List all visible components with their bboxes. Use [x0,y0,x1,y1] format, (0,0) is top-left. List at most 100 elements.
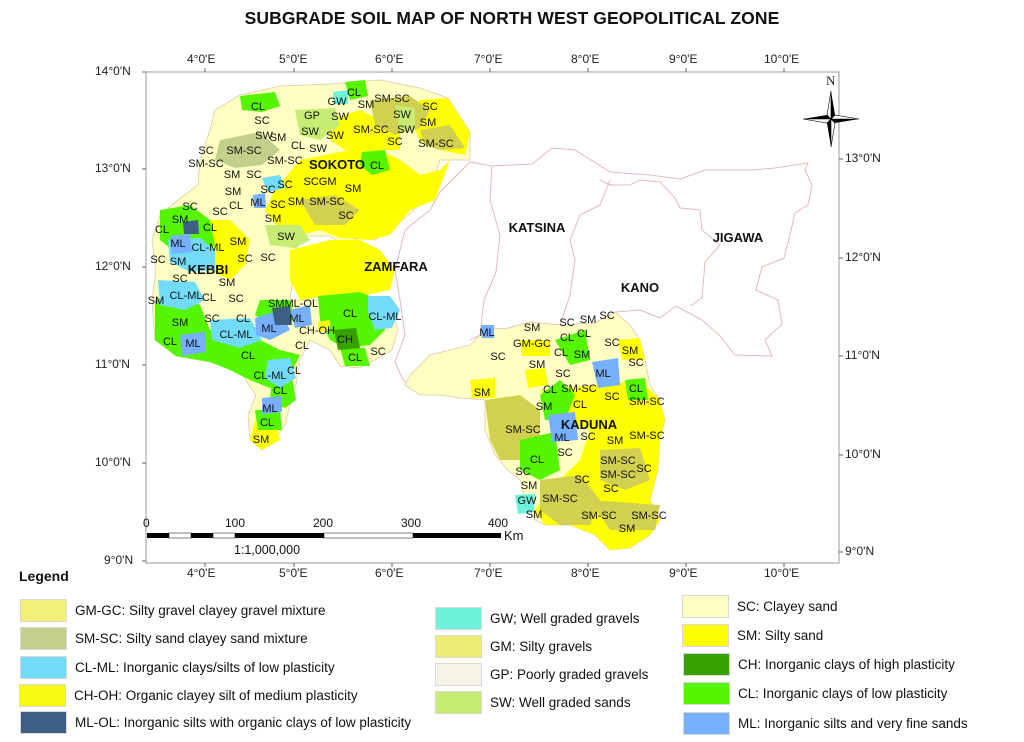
soil-code-label: SM-SC [600,469,636,481]
state-label: JIGAWA [713,230,764,245]
axis-ticks [142,68,843,567]
soil-code-label: CL [273,385,287,397]
soil-code-label: GW [518,495,538,507]
lat-label-right: 11°0'N [845,348,880,362]
soil-code-label: CL [295,340,309,352]
soil-code-label: SM [619,523,636,535]
legend-swatch [683,681,730,705]
soil-code-label: SM-SC [353,124,389,136]
soil-code-label: SC [580,431,595,443]
soil-code-label: CL [347,87,361,99]
soil-code-label: SM [230,236,247,248]
legend-item-gw: GW; Well graded gravels [435,606,640,630]
soil-code-label: SM-SC [600,455,636,467]
legend-swatch [682,594,729,618]
legend-swatch [435,662,482,686]
lon-label-top: 8°0'E [571,52,600,66]
soil-code-label: ML [261,323,276,335]
lon-label-top: 10°0'E [764,52,800,66]
soil-code-label: CH [337,334,353,346]
state-name-labels: SOKOTO KEBBI ZAMFARA KATSINA KANO JIGAWA KADUN… [188,157,764,432]
soil-code-label: SMML-OL [268,298,318,310]
state-label: KATSINA [509,220,566,235]
legend-item-ch-oh: CH-OH: Organic clayey silt of medium pla… [19,683,358,707]
lon-label-bottom: 10°0'E [764,566,800,580]
soil-code-label: SC [277,179,292,191]
soil-code-label: SC [557,447,572,459]
lon-label-bottom: 8°0'E [571,566,600,580]
soil-code-label: SW [301,126,319,138]
soil-code-label: CL [236,313,250,325]
soil-code-label: SM-SC [581,510,617,522]
soil-code-label: CL [348,352,362,364]
legend-label: SM-SC: Silty sand clayey sand mixture [75,630,308,646]
soil-code-label: SC [559,317,574,329]
legend-swatch [435,690,482,714]
lat-label-right: 13°0'N [845,151,881,165]
soil-code-label: SC [260,184,275,196]
legend-swatch [435,606,482,630]
legend-swatch [19,683,66,707]
soil-code-label: SW [393,109,411,121]
lat-label-right: 12°0'N [845,250,881,264]
soil-code-label: SC [370,346,385,358]
legend-label: ML-OL: Inorganic silts with organic clay… [75,714,412,730]
soil-code-label: SM [536,401,553,413]
soil-code-label: CL [543,384,557,396]
soil-code-label: SC [198,145,213,157]
soil-code-label: ML [289,313,304,325]
soil-code-label: ML [595,368,610,380]
soil-code-label: SC [599,310,614,322]
soil-code-label: CL [343,308,357,320]
soil-code-label: GW [328,96,348,108]
soil-code-label: CL [202,292,216,304]
lat-label-left: 12°0'N [95,259,131,273]
legend-item-gp: GP: Poorly graded gravels [435,662,648,686]
legend-label: ML: Inorganic silts and very fine sands [738,715,968,731]
soil-code-label: SM [529,359,546,371]
soil-code-label: CL [370,160,384,172]
soil-code-label: SM-SC [226,145,262,157]
legend-item-ch: CH: Inorganic clays of high plasticity [683,652,955,676]
soil-code-label: CL-ML [253,370,286,382]
scale-tick-label: 200 [313,516,334,530]
soil-code-label: SM [288,196,305,208]
soil-code-label: SM-SC [418,138,454,150]
legend-label: CL-ML: Inorganic clays/silts of low plas… [75,659,335,675]
lon-label-top: 9°0'E [669,52,698,66]
legend-swatch [20,710,67,734]
legend-item-cl-ml: CL-ML: Inorganic clays/silts of low plas… [20,655,335,679]
legend-label: GP: Poorly graded gravels [490,666,649,682]
map-title: SUBGRADE SOIL MAP OF NORTH WEST GEOPOLIT… [244,8,780,28]
soil-code-label: SM-SC [631,510,667,522]
soil-code-label: SC [422,101,437,113]
legend-item-gm-gc: GM-GC: Silty gravel clayey gravel mixtur… [20,598,326,622]
soil-code-label: CL-ML [219,329,252,341]
soil-code-label: SW [255,130,273,142]
soil-code-label: SW [277,231,295,243]
soil-code-label: SC [150,254,165,266]
soil-code-label: SM-SC [542,493,578,505]
soil-code-label: CL [560,332,574,344]
soil-code-label: SC [636,463,651,475]
legend-item-sm: SM: Silty sand [682,623,823,647]
soil-code-label: SM [521,480,538,492]
soil-code-label: CL [287,365,301,377]
lon-label-top: 6°0'E [375,52,404,66]
legend-label: SC: Clayey sand [737,598,838,614]
lon-label-bottom: 7°0'E [474,566,503,580]
soil-code-label: SC [212,206,227,218]
soil-region-northwest [151,79,471,451]
lat-label-left: 13°0'N [95,161,131,175]
soil-code-label: SM [474,387,491,399]
legend-swatch [435,634,482,658]
soil-code-label: ML [185,338,200,350]
soil-code-label: SM-SC [188,158,224,170]
soil-code-label: SM [358,99,375,111]
legend-label: CH-OH: Organic clayey silt of medium pla… [74,687,358,703]
lat-label-left: 11°0'N [95,357,130,371]
lat-label-right: 10°0'N [845,447,881,461]
soil-code-label: SC [204,313,219,325]
soil-code-label: SC [237,253,252,265]
legend-label: GM: Silty gravels [490,638,593,654]
